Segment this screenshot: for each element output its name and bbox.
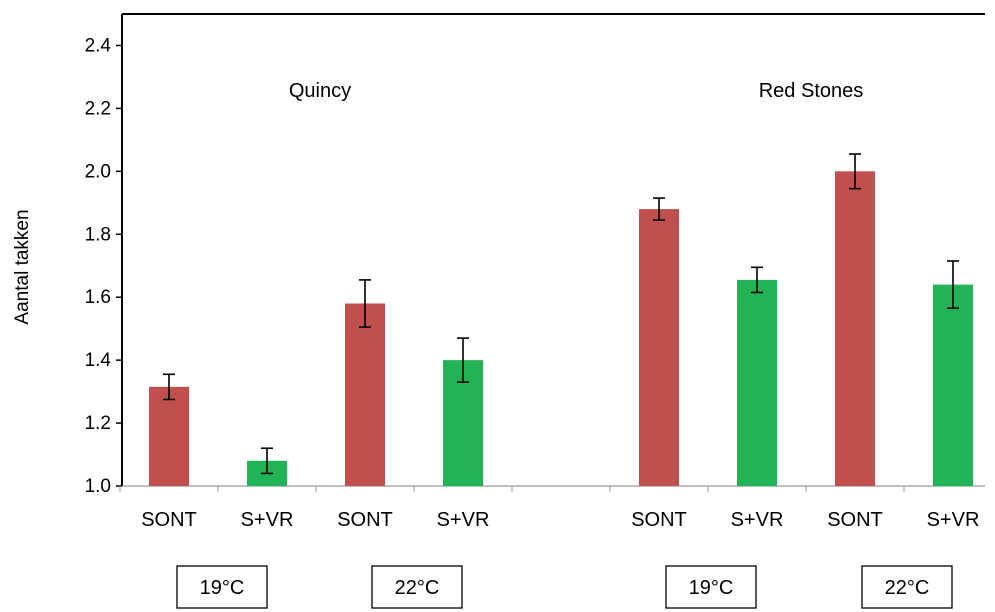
bar-5 [639, 209, 679, 487]
y-tick-label-5: 2.0 [85, 161, 111, 182]
y-axis-label: Aantal takken [12, 209, 33, 324]
temperature-box-3 [861, 565, 953, 609]
bar-2 [345, 303, 385, 486]
category-label-8: S+VR [927, 509, 980, 531]
y-tick-label-6: 2.2 [85, 98, 111, 119]
group-label-quincy: Quincy [289, 80, 351, 102]
temperature-label-2: 19°C [689, 577, 734, 599]
temperature-box-1 [371, 565, 463, 609]
category-label-6: S+VR [731, 509, 784, 531]
group-label-red-stones: Red Stones [759, 80, 864, 102]
error-bars [163, 153, 959, 475]
y-tick-label-3: 1.6 [85, 287, 111, 308]
temperature-label-0: 19°C [200, 577, 245, 599]
y-tick-label-2: 1.4 [85, 350, 112, 371]
bar-7 [835, 171, 875, 487]
labels: 1.0 1.2 1.4 1.6 1.8 2.0 2.2 2.4 SONT S+VR SONT S+VR… [85, 35, 980, 609]
category-label-1: S+VR [241, 509, 294, 531]
category-label-0: SONT [141, 509, 197, 531]
bar-8 [933, 284, 973, 486]
bars [149, 171, 973, 487]
category-label-3: S+VR [437, 509, 490, 531]
y-tick-label-0: 1.0 [85, 476, 111, 497]
category-label-2: SONT [337, 509, 393, 531]
y-tick-label-4: 1.8 [85, 224, 111, 245]
bar-6 [737, 279, 777, 486]
temperature-label-3: 22°C [885, 577, 930, 599]
temperature-box-2 [665, 565, 757, 609]
y-tick-label-1: 1.2 [85, 413, 111, 434]
temperature-box-0 [176, 565, 268, 609]
temperature-label-1: 22°C [395, 577, 440, 599]
category-label-7: SONT [827, 509, 883, 531]
y-tick-label-7: 2.4 [85, 35, 112, 56]
bar-0 [149, 386, 189, 486]
category-label-5: SONT [631, 509, 687, 531]
